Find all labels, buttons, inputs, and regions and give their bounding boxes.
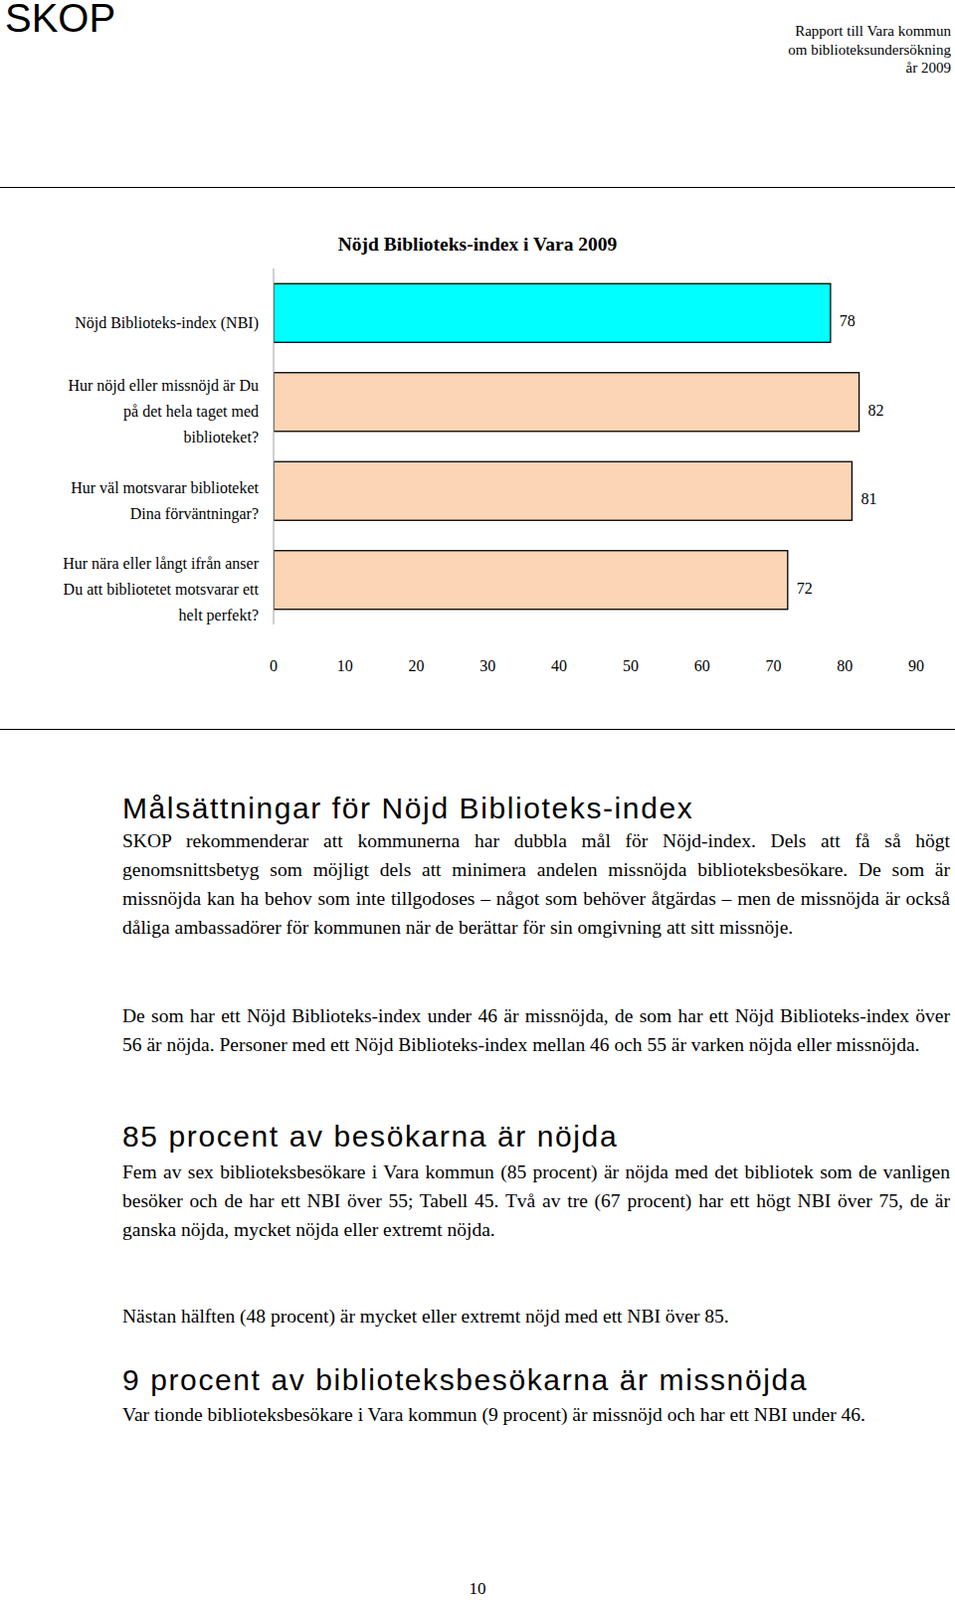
tick-label: 0	[269, 657, 278, 675]
tick-label: 60	[694, 657, 711, 675]
data-label: 82	[868, 401, 885, 419]
x-axis-baseline	[273, 624, 917, 626]
data-label: 78	[839, 312, 856, 330]
bars	[273, 283, 860, 610]
page-number: 10	[0, 1579, 955, 1600]
paragraph: Nästan hälften (48 procent) är mycket el…	[122, 1302, 951, 1332]
category-label: Hur väl motsvarar biblioteket Dina förvä…	[54, 475, 259, 528]
tick-label: 70	[764, 657, 781, 675]
tick-label: 50	[622, 657, 639, 675]
section-heading: Målsättningar för Nöjd Biblioteks-index	[122, 791, 694, 826]
paragraph: Fem av sex biblioteksbesökare i Vara kom…	[122, 1157, 951, 1245]
report-info: Rapport till Vara kommunom biblioteksund…	[787, 21, 952, 78]
logo: SKOP	[4, 0, 116, 41]
bar	[273, 461, 852, 521]
report-line: år 2009	[787, 58, 952, 78]
section-heading: 9 procent av biblioteksbesökarna är miss…	[122, 1363, 808, 1398]
tick-label: 40	[551, 657, 568, 675]
chart-title: Nöjd Biblioteks-index i Vara 2009	[0, 233, 955, 256]
section-heading: 85 procent av besökarna är nöjda	[122, 1120, 618, 1154]
tick-label: 90	[908, 657, 925, 675]
category-label: Hur nära eller långt ifrån anser Du att …	[54, 551, 259, 629]
paragraph: De som har ett Nöjd Biblioteks-index und…	[122, 1001, 951, 1060]
category-label: Nöjd Biblioteks-index (NBI)	[54, 310, 259, 337]
report-line: Rapport till Vara kommun	[787, 21, 952, 41]
bar	[273, 283, 831, 343]
bar	[273, 551, 788, 610]
rule	[0, 187, 955, 189]
paragraph: Var tionde biblioteksbesökare i Vara kom…	[122, 1400, 951, 1430]
tick-label: 10	[337, 657, 354, 675]
data-label: 81	[860, 490, 877, 508]
category-label: Hur nöjd eller missnöjd är Du på det hel…	[54, 373, 259, 451]
rule	[0, 729, 955, 731]
tick-label: 20	[408, 657, 425, 675]
tick-label: 30	[479, 657, 496, 675]
bar	[273, 373, 860, 432]
axis-line	[273, 268, 275, 625]
paragraph: SKOP rekommenderar att kommunerna har du…	[122, 826, 951, 943]
data-label: 72	[796, 579, 813, 597]
tick-label: 80	[836, 657, 853, 675]
report-line: om biblioteksundersökning	[787, 40, 952, 60]
